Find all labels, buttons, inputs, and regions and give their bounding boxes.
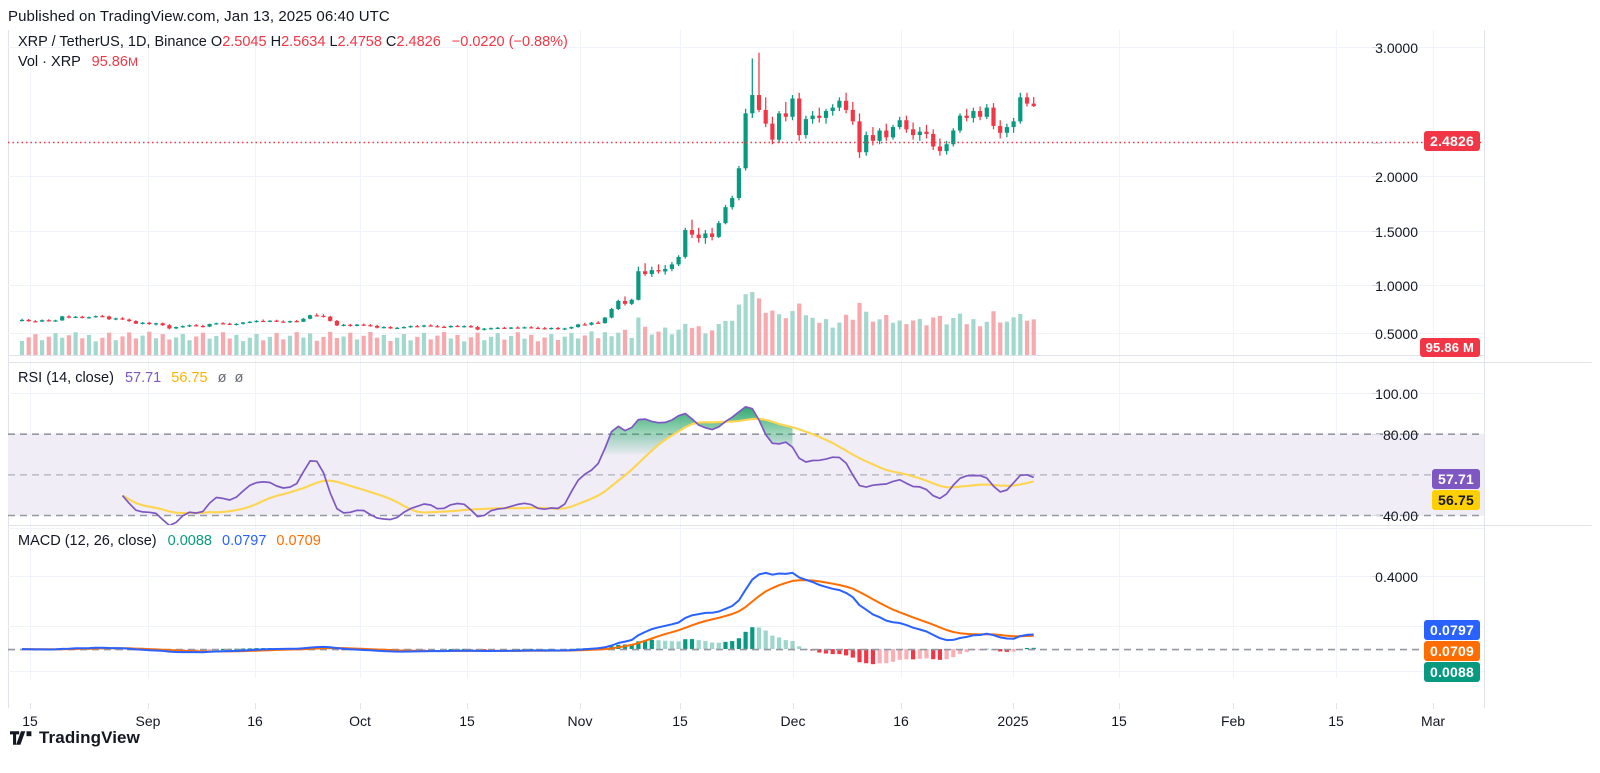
rsi-plot-area[interactable] xyxy=(8,363,1484,525)
time-axis-tick xyxy=(793,703,794,709)
time-axis-label: 15 xyxy=(1111,713,1127,729)
time-axis-label: 16 xyxy=(247,713,263,729)
tradingview-logo-icon xyxy=(10,731,32,745)
price-tick-3: 3.0000 xyxy=(1375,40,1418,56)
macd-axis[interactable]: 0.4000 0.0797 0.0709 0.0088 xyxy=(1372,526,1484,682)
time-axis-label: Feb xyxy=(1220,713,1246,729)
macd-pane[interactable]: MACD (12, 26, close) 0.0088 0.0797 0.070… xyxy=(8,526,1484,682)
time-axis-label: Mar xyxy=(1420,713,1446,729)
rsi-empty-1: ø xyxy=(217,370,227,386)
rsi-value-tag[interactable]: 57.71 xyxy=(1431,469,1480,489)
rsi-pane[interactable]: RSI (14, close) 57.71 56.75 ø ø 100.00 8… xyxy=(8,363,1484,525)
chart-container[interactable]: XRP / TetherUS, 1D, Binance O2.5045 H2.5… xyxy=(8,30,1592,708)
macd-plot-area[interactable] xyxy=(8,526,1484,678)
macd-signal-tag[interactable]: 0.0709 xyxy=(1423,641,1480,661)
time-axis-label: Dec xyxy=(780,713,806,729)
pane-separator-2[interactable] xyxy=(8,525,1592,526)
low-label: L xyxy=(329,34,338,50)
time-axis-tick xyxy=(1233,703,1234,709)
open-value: 2.5045 xyxy=(222,34,267,50)
price-axis[interactable]: 3.0000 2.0000 1.5000 1.0000 0.5000 2.482… xyxy=(1372,30,1484,362)
chart-left-border xyxy=(8,30,9,708)
time-axis-tick xyxy=(1119,703,1120,709)
low-value: 2.4758 xyxy=(337,34,382,50)
volume-legend: Vol · XRP 95.86M xyxy=(18,53,138,72)
macd-title[interactable]: MACD (12, 26, close) xyxy=(18,533,157,549)
time-axis-label: 15 xyxy=(1328,713,1344,729)
rsi-axis[interactable]: 100.00 80.00 40.00 57.71 56.75 xyxy=(1372,363,1484,525)
price-change: −0.0220 (−0.88%) xyxy=(451,34,568,50)
close-value: 2.4826 xyxy=(396,34,441,50)
time-axis-tick xyxy=(360,703,361,709)
rsi-empty-2: ø xyxy=(234,370,244,386)
volume-unit: M xyxy=(127,55,138,69)
price-tick-1_5: 1.5000 xyxy=(1375,224,1418,240)
price-legend: XRP / TetherUS, 1D, Binance O2.5045 H2.5… xyxy=(18,33,568,52)
high-value: 2.5634 xyxy=(281,34,326,50)
time-axis-label: Oct xyxy=(349,713,371,729)
time-axis-label: Nov xyxy=(567,713,593,729)
macd-legend: MACD (12, 26, close) 0.0088 0.0797 0.070… xyxy=(18,532,321,551)
time-axis-label: 16 xyxy=(893,713,909,729)
rsi-ma-value: 56.75 xyxy=(171,370,208,386)
high-label: H xyxy=(270,34,282,50)
macd-hist-value: 0.0088 xyxy=(167,533,212,549)
time-axis-tick xyxy=(1433,703,1434,709)
time-axis[interactable]: 15 Sep 16 Oct 15 Nov 15 Dec 16 2025 15 Feb 15 Mar xyxy=(8,703,1592,735)
time-axis-tick xyxy=(901,703,902,709)
time-axis-label: 15 xyxy=(459,713,475,729)
rsi-legend: RSI (14, close) 57.71 56.75 ø ø xyxy=(18,369,243,388)
macd-tick-0_4: 0.4000 xyxy=(1375,569,1418,585)
price-axis-separator xyxy=(1484,30,1485,708)
price-plot-area[interactable] xyxy=(8,30,1484,362)
rsi-tick-80: 80.00 xyxy=(1382,427,1418,443)
time-axis-label: 2025 xyxy=(997,713,1029,729)
time-axis-label: Sep xyxy=(135,713,161,729)
rsi-tick-40: 40.00 xyxy=(1382,508,1418,524)
macd-line-tag[interactable]: 0.0797 xyxy=(1423,620,1480,640)
pane-separator-1[interactable] xyxy=(8,362,1592,363)
time-axis-tick xyxy=(255,703,256,709)
tradingview-wordmark: TradingView xyxy=(39,728,140,747)
rsi-ma-tag[interactable]: 56.75 xyxy=(1431,490,1480,510)
tradingview-branding: TradingView xyxy=(10,728,140,748)
time-axis-tick xyxy=(680,703,681,709)
time-axis-tick xyxy=(1013,703,1014,709)
volume-tag[interactable]: 95.86 M xyxy=(1419,338,1480,357)
open-label: O xyxy=(210,34,223,50)
current-price-tag[interactable]: 2.4826 xyxy=(1423,131,1480,151)
macd-signal-value: 0.0709 xyxy=(276,533,321,549)
macd-hist-tag[interactable]: 0.0088 xyxy=(1423,662,1480,682)
symbol-title[interactable]: XRP / TetherUS, 1D, Binance xyxy=(18,34,207,50)
price-pane[interactable]: XRP / TetherUS, 1D, Binance O2.5045 H2.5… xyxy=(8,30,1484,362)
price-tick-2: 2.0000 xyxy=(1375,169,1418,185)
price-tick-1: 1.0000 xyxy=(1375,278,1418,294)
close-label: C xyxy=(385,34,397,50)
rsi-title[interactable]: RSI (14, close) xyxy=(18,370,114,386)
price-tick-0_5: 0.5000 xyxy=(1375,326,1418,342)
rsi-tick-100: 100.00 xyxy=(1375,386,1418,402)
volume-label[interactable]: Vol · XRP xyxy=(18,54,81,70)
time-axis-tick xyxy=(1336,703,1337,709)
time-axis-label: 15 xyxy=(672,713,688,729)
time-axis-tick xyxy=(30,703,31,709)
published-caption: Published on TradingView.com, Jan 13, 20… xyxy=(8,8,390,25)
time-axis-tick xyxy=(467,703,468,709)
rsi-value: 57.71 xyxy=(124,370,162,386)
macd-line-value: 0.0797 xyxy=(222,533,267,549)
time-axis-tick xyxy=(580,703,581,709)
time-axis-tick xyxy=(148,703,149,709)
volume-value: 95.86 xyxy=(91,54,128,70)
time-axis-label: 15 xyxy=(22,713,38,729)
